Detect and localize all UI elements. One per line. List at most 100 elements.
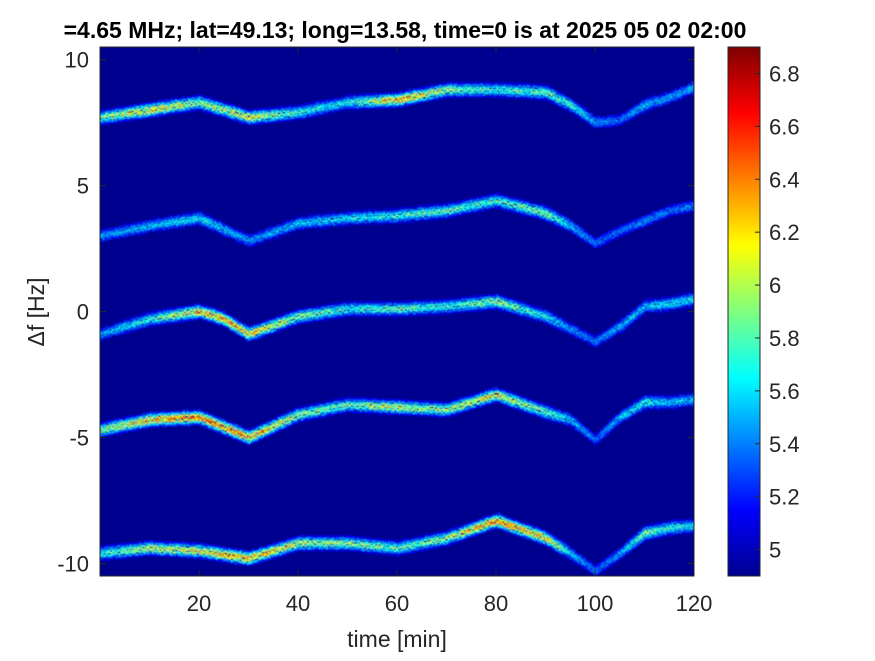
spectrogram-cell (653, 94, 654, 96)
spectrogram-cell (578, 103, 579, 105)
spectrogram-cell (248, 233, 249, 235)
spectrogram-cell (685, 96, 686, 98)
spectrogram-cell (127, 236, 128, 238)
spectrogram-cell (647, 96, 648, 98)
spectrogram-cell (652, 109, 653, 111)
spectrogram-cell (209, 214, 210, 216)
spectrogram-cell (566, 96, 567, 98)
spectrogram-cell (346, 109, 347, 111)
spectrogram-cell (338, 97, 339, 99)
spectrogram-cell (178, 227, 179, 229)
spectrogram-cell (597, 115, 598, 117)
spectrogram-cell (330, 99, 331, 101)
spectrogram-cell (568, 97, 569, 99)
spectrogram-cell (661, 92, 662, 94)
spectrogram-cell (342, 110, 343, 112)
spectrogram-cell (265, 227, 266, 229)
spectrogram-cell (190, 226, 191, 228)
spectrogram-cell (192, 211, 193, 213)
spectrogram-cell (263, 242, 264, 244)
spectrogram-cell (329, 111, 330, 113)
spectrogram-cell (239, 243, 240, 245)
spectrogram-cell (570, 97, 571, 99)
spectrogram-cell (150, 218, 151, 220)
spectrogram-cell (353, 94, 354, 96)
spectrogram-cell (205, 228, 206, 230)
spectrogram-cell (145, 233, 146, 235)
spectrogram-cell (682, 98, 683, 100)
spectrogram-cell (561, 92, 562, 94)
spectrogram-cell (214, 231, 215, 233)
spectrogram-cell (182, 227, 183, 229)
spectrogram-cell (173, 214, 174, 216)
spectrogram-cell (687, 96, 688, 98)
spectrogram-cell (336, 111, 337, 113)
spectrogram-cell (183, 213, 184, 215)
spectrogram-cell (180, 213, 181, 215)
spectrogram-cell (197, 210, 198, 212)
spectrogram-cell (270, 240, 271, 242)
spectrogram-cell (588, 109, 589, 111)
spectrogram-cell (296, 105, 297, 107)
spectrogram-cell (154, 217, 155, 219)
spectrogram-cell (640, 100, 641, 102)
spectrogram-cell (213, 217, 214, 219)
spectrogram-cell (649, 110, 650, 112)
spectrogram-cell (270, 225, 271, 227)
spectrogram-cell (560, 103, 561, 105)
spectrogram-cell (579, 105, 580, 107)
spectrogram-cell (217, 232, 218, 234)
spectrogram-cell (168, 215, 169, 217)
spectrogram-cell (165, 216, 166, 218)
spectrogram-cell (166, 229, 167, 231)
spectrogram-cell (332, 112, 333, 114)
spectrogram-cell (583, 120, 584, 122)
spectrogram-cell (211, 216, 212, 218)
spectrogram-cell (220, 219, 221, 221)
spectrogram-cell (206, 214, 207, 216)
spectrogram-cell (342, 96, 343, 98)
spectrogram-cell (125, 237, 126, 239)
spectrogram-cell (132, 221, 133, 223)
spectrogram-cell (638, 113, 639, 115)
spectrogram-cell (575, 101, 576, 103)
spectrogram-cell (339, 110, 340, 112)
spectrogram-cell (184, 227, 185, 229)
spectrogram-cell (158, 217, 159, 219)
spectrogram-cell (585, 121, 586, 123)
spectrogram-cell (243, 231, 244, 233)
spectrogram-cell (497, 96, 498, 98)
spectrogram-cell (592, 112, 593, 114)
spectrogram-cell (578, 117, 579, 119)
spectrogram-cell (107, 227, 108, 229)
chart-title: =4.65 MHz; lat=49.13; long=13.58, time=0… (64, 17, 747, 43)
spectrogram-cell (157, 231, 158, 233)
spectrogram-cell (251, 246, 252, 248)
spectrogram-cell (119, 238, 120, 240)
spectrogram-cell (327, 113, 328, 115)
spectrogram-cell (304, 118, 305, 120)
spectrogram-cell (203, 213, 204, 215)
spectrogram-cell (224, 221, 225, 223)
spectrogram-cell (682, 85, 683, 87)
spectrogram-cell (125, 223, 126, 225)
spectrogram-cell (275, 238, 276, 240)
spectrogram-cell (102, 242, 103, 244)
spectrogram-cell (634, 117, 635, 119)
spectrogram-cell (649, 96, 650, 98)
spectrogram-cell (176, 228, 177, 230)
spectrogram-cell (170, 229, 171, 231)
spectrogram-cell (147, 219, 148, 221)
spectrogram-cell (646, 111, 647, 113)
spectrogram-cell (581, 118, 582, 120)
spectrogram-cell (335, 97, 336, 99)
spectrogram-cell (561, 107, 562, 109)
spectrogram-cell (215, 218, 216, 220)
spectrogram-cell (659, 93, 660, 95)
spectrogram-cell (554, 89, 555, 91)
spectrogram-cell (187, 212, 188, 214)
spectrogram-cell (104, 227, 105, 229)
spectrogram-cell (180, 227, 181, 229)
